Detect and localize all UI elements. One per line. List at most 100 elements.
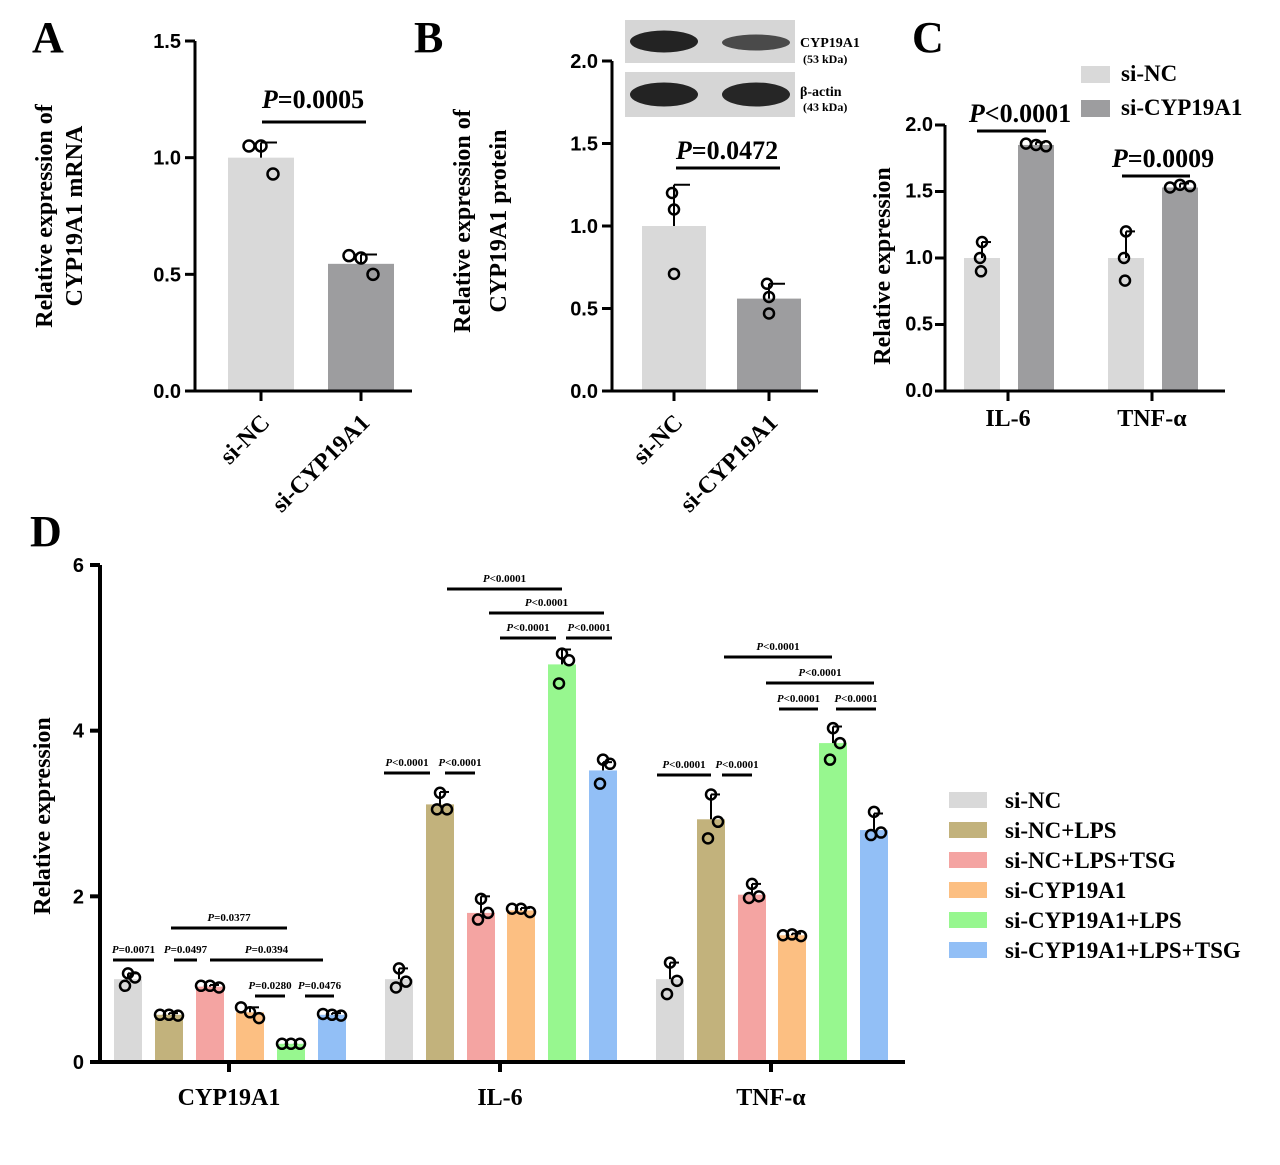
blot-band [630,30,698,53]
data-point [562,654,576,667]
data-point [745,877,759,891]
bar [1162,187,1198,390]
y-axis-label: Relative expression [30,717,56,915]
y-axis-label: Relative expression of [32,103,58,328]
data-point [975,235,989,249]
y-tick-label: 4 [73,721,85,743]
x-tick-label: si-CYP19A1 [267,410,375,518]
bar [642,226,706,390]
data-point [833,736,847,750]
bar [228,157,294,390]
data-point [823,753,837,766]
chart-c: 0.0 0.5 1.0 1.5 2.0 IL-6 TNF-α P<0.0001 P=0.0009… [870,61,1242,432]
data-point [266,167,280,181]
legend-swatch [949,792,987,808]
x-tick-label: si-CYP19A1 [675,410,783,518]
data-point [593,777,607,790]
data-point [334,1009,348,1022]
legend-swatch [949,942,987,958]
p-value-label: P=0.0472 [675,136,778,165]
y-axis-label: Relative expression of [450,108,476,333]
blot-band [630,82,698,107]
x-tick-label: CYP19A1 [178,1085,281,1111]
p-value-label: P<0.0001 [777,693,820,705]
panel-label-d: D [30,507,62,556]
blot-band [722,82,790,107]
blot-kda-label: (43 kDa) [803,100,847,114]
bar [277,1043,305,1060]
y-tick-label: 1.5 [905,181,933,203]
data-point [742,891,756,905]
data-point [254,139,268,153]
legend-swatch [949,822,987,838]
data-point [660,987,674,1001]
bar [656,979,684,1060]
y-tick-label: 2.0 [570,51,598,73]
data-point [555,647,569,660]
y-axis-label: Relative expression [870,167,896,365]
data-point [342,248,356,263]
data-point [118,979,132,993]
legend-label: si-CYP19A1 [1005,878,1126,903]
bar [737,298,801,390]
data-point [701,832,715,845]
data-point [399,975,413,988]
legend-label: si-NC [1005,788,1061,813]
data-point [665,186,679,200]
p-value-label: P<0.0001 [438,757,481,769]
data-point [762,307,776,320]
p-value-label: P<0.0001 [567,622,610,634]
legend-swatch [949,852,987,868]
bar [196,986,224,1060]
western-blot [625,20,795,117]
data-point [762,290,776,304]
data-point [523,905,537,919]
data-point [864,828,878,842]
data-point [433,786,447,800]
x-tick-label: TNF-α [736,1085,806,1111]
data-point [128,971,142,984]
legend-label: si-CYP19A1+LPS [1005,908,1182,933]
bar [114,979,142,1060]
x-tick-label: si-NC [628,410,688,470]
y-tick-label: 2 [73,886,84,908]
p-value-label: P=0.0009 [1111,144,1214,173]
y-axis-label: CYP19A1 mRNA [62,125,88,306]
p-value-label: P<0.0001 [968,99,1071,128]
y-tick-label: 2.0 [905,114,933,136]
y-tick-label: 0.5 [905,314,933,336]
legend-label: si-CYP19A1 [1121,95,1242,120]
y-tick-label: 6 [73,555,84,577]
data-point [603,757,617,771]
y-tick-label: 1.0 [570,216,598,238]
bar [819,743,847,1060]
legend-swatch [1081,66,1110,83]
data-point [366,267,380,282]
p-value-label: P<0.0001 [506,622,549,634]
legend-swatch [949,912,987,928]
chart-d: 0 2 4 6 CYP19A1 IL-6 TNF-α P=0.0071 P=0.0497 P=0.… [30,555,1241,1111]
p-value-label: P=0.0280 [248,980,292,992]
blot-kda-label: (53 kDa) [803,52,847,66]
x-tick-label: si-NC [215,410,275,470]
p-value-label: P<0.0001 [662,759,705,771]
data-point [974,265,988,278]
y-tick-label: 0 [73,1052,84,1074]
data-point [826,721,840,735]
blot-label: β-actin [800,85,842,100]
x-tick-label: TNF-α [1117,406,1187,432]
bar [507,910,535,1060]
data-point [293,1037,307,1051]
data-point [1118,274,1132,287]
x-tick-label: IL-6 [985,406,1030,432]
bar [1018,144,1054,390]
data-point [794,929,808,943]
p-value-label: P=0.0394 [245,944,289,956]
bar [589,770,617,1060]
data-point [430,803,444,816]
data-point [1117,251,1131,265]
legend-swatch [949,882,987,898]
legend-label: si-CYP19A1+LPS+TSG [1005,938,1241,963]
